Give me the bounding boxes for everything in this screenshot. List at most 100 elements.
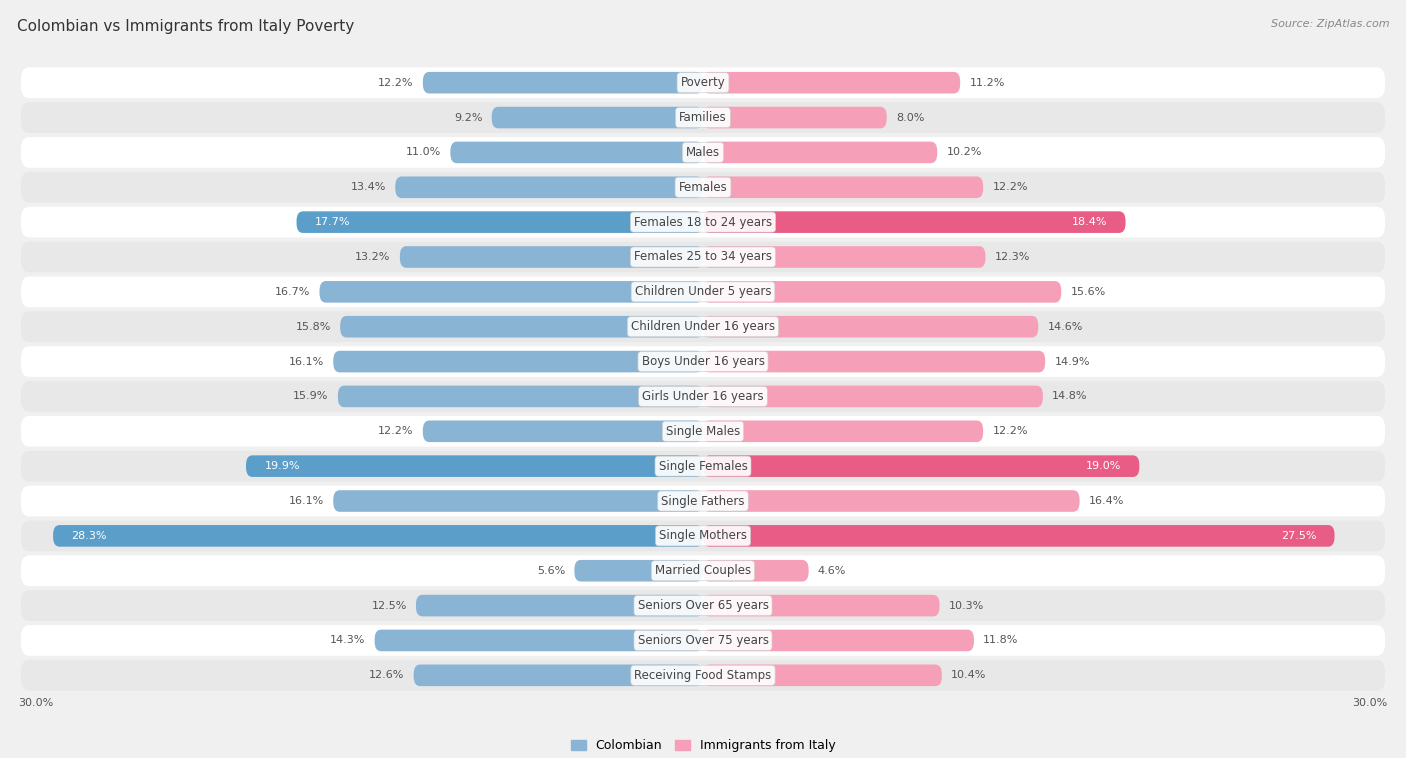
Text: Colombian vs Immigrants from Italy Poverty: Colombian vs Immigrants from Italy Pover… [17, 19, 354, 34]
Text: Males: Males [686, 146, 720, 159]
Text: 16.4%: 16.4% [1088, 496, 1125, 506]
Text: Boys Under 16 years: Boys Under 16 years [641, 355, 765, 368]
FancyBboxPatch shape [21, 625, 1385, 656]
Text: 16.1%: 16.1% [288, 356, 323, 367]
Text: Females: Females [679, 180, 727, 194]
Text: 10.3%: 10.3% [949, 600, 984, 611]
FancyBboxPatch shape [492, 107, 703, 128]
FancyBboxPatch shape [703, 560, 808, 581]
FancyBboxPatch shape [450, 142, 703, 163]
FancyBboxPatch shape [703, 595, 939, 616]
FancyBboxPatch shape [21, 102, 1385, 133]
FancyBboxPatch shape [575, 560, 703, 581]
Text: 15.6%: 15.6% [1070, 287, 1105, 297]
Text: 19.9%: 19.9% [264, 461, 299, 471]
FancyBboxPatch shape [21, 242, 1385, 272]
Text: 4.6%: 4.6% [818, 565, 846, 576]
FancyBboxPatch shape [413, 665, 703, 686]
FancyBboxPatch shape [337, 386, 703, 407]
Text: Single Fathers: Single Fathers [661, 494, 745, 508]
Text: 30.0%: 30.0% [18, 698, 53, 708]
FancyBboxPatch shape [340, 316, 703, 337]
Text: 28.3%: 28.3% [72, 531, 107, 541]
Text: Married Couples: Married Couples [655, 564, 751, 578]
Text: 14.9%: 14.9% [1054, 356, 1090, 367]
Text: 19.0%: 19.0% [1085, 461, 1121, 471]
Text: Seniors Over 65 years: Seniors Over 65 years [637, 599, 769, 612]
Text: 11.0%: 11.0% [406, 147, 441, 158]
FancyBboxPatch shape [395, 177, 703, 198]
FancyBboxPatch shape [703, 665, 942, 686]
FancyBboxPatch shape [703, 316, 1038, 337]
Text: Single Mothers: Single Mothers [659, 529, 747, 543]
Text: 12.3%: 12.3% [994, 252, 1031, 262]
FancyBboxPatch shape [703, 525, 1334, 547]
FancyBboxPatch shape [333, 490, 703, 512]
FancyBboxPatch shape [246, 456, 703, 477]
FancyBboxPatch shape [703, 177, 983, 198]
FancyBboxPatch shape [319, 281, 703, 302]
Text: 12.6%: 12.6% [370, 670, 405, 681]
Text: Source: ZipAtlas.com: Source: ZipAtlas.com [1271, 19, 1389, 29]
FancyBboxPatch shape [21, 277, 1385, 307]
Text: 11.2%: 11.2% [969, 77, 1005, 88]
Text: Families: Families [679, 111, 727, 124]
Text: 16.1%: 16.1% [288, 496, 323, 506]
Text: 5.6%: 5.6% [537, 565, 565, 576]
FancyBboxPatch shape [333, 351, 703, 372]
FancyBboxPatch shape [21, 486, 1385, 516]
Text: Receiving Food Stamps: Receiving Food Stamps [634, 669, 772, 681]
FancyBboxPatch shape [21, 416, 1385, 446]
Text: 10.2%: 10.2% [946, 147, 981, 158]
FancyBboxPatch shape [297, 211, 703, 233]
FancyBboxPatch shape [21, 521, 1385, 551]
Text: 27.5%: 27.5% [1281, 531, 1316, 541]
FancyBboxPatch shape [53, 525, 703, 547]
Text: 14.8%: 14.8% [1052, 391, 1088, 402]
Text: 12.5%: 12.5% [371, 600, 406, 611]
Text: 9.2%: 9.2% [454, 112, 482, 123]
Text: Single Males: Single Males [666, 424, 740, 438]
Legend: Colombian, Immigrants from Italy: Colombian, Immigrants from Italy [565, 735, 841, 757]
Text: Females 18 to 24 years: Females 18 to 24 years [634, 215, 772, 229]
FancyBboxPatch shape [703, 490, 1080, 512]
FancyBboxPatch shape [21, 67, 1385, 98]
Text: 12.2%: 12.2% [993, 182, 1028, 193]
FancyBboxPatch shape [21, 312, 1385, 342]
FancyBboxPatch shape [416, 595, 703, 616]
FancyBboxPatch shape [703, 246, 986, 268]
Text: Girls Under 16 years: Girls Under 16 years [643, 390, 763, 403]
FancyBboxPatch shape [21, 590, 1385, 621]
FancyBboxPatch shape [703, 211, 1126, 233]
Text: Poverty: Poverty [681, 77, 725, 89]
FancyBboxPatch shape [703, 386, 1043, 407]
Text: 12.2%: 12.2% [993, 426, 1028, 437]
FancyBboxPatch shape [21, 660, 1385, 691]
FancyBboxPatch shape [703, 351, 1045, 372]
FancyBboxPatch shape [703, 107, 887, 128]
Text: 18.4%: 18.4% [1071, 217, 1107, 227]
Text: 14.6%: 14.6% [1047, 321, 1083, 332]
FancyBboxPatch shape [423, 72, 703, 93]
Text: 13.4%: 13.4% [350, 182, 387, 193]
Text: Children Under 16 years: Children Under 16 years [631, 320, 775, 334]
Text: 12.2%: 12.2% [378, 77, 413, 88]
Text: 13.2%: 13.2% [356, 252, 391, 262]
FancyBboxPatch shape [399, 246, 703, 268]
FancyBboxPatch shape [374, 630, 703, 651]
FancyBboxPatch shape [423, 421, 703, 442]
FancyBboxPatch shape [21, 346, 1385, 377]
Text: Single Females: Single Females [658, 459, 748, 473]
FancyBboxPatch shape [21, 381, 1385, 412]
FancyBboxPatch shape [703, 281, 1062, 302]
Text: 17.7%: 17.7% [315, 217, 350, 227]
Text: Seniors Over 75 years: Seniors Over 75 years [637, 634, 769, 647]
FancyBboxPatch shape [21, 172, 1385, 202]
FancyBboxPatch shape [703, 456, 1139, 477]
FancyBboxPatch shape [703, 72, 960, 93]
Text: 10.4%: 10.4% [950, 670, 987, 681]
Text: 12.2%: 12.2% [378, 426, 413, 437]
FancyBboxPatch shape [703, 142, 938, 163]
FancyBboxPatch shape [703, 421, 983, 442]
FancyBboxPatch shape [703, 630, 974, 651]
